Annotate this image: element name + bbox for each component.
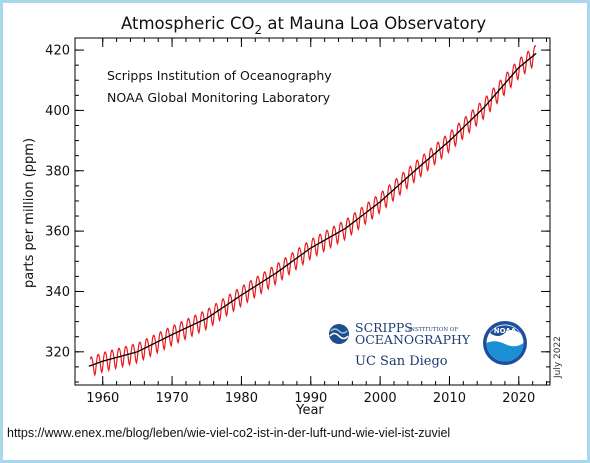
y-tick-label: 340 [45,285,70,300]
co2-chart: Atmospheric CO2 at Mauna Loa Observatory… [22,14,563,418]
annotation-scripps: Scripps Institution of Oceanography [107,68,332,83]
y-axis-label: parts per million (ppm) [22,138,37,288]
y-tick-label: 380 [45,164,70,179]
source-url[interactable]: https://www.enex.me/blog/leben/wie-viel-… [7,426,451,440]
noaa-wordmark: NOAA [494,327,517,335]
scripps-small: INSTITUTION OF [408,327,458,333]
date-stamp: July 2022 [553,336,563,379]
x-tick-label: 2010 [433,391,466,406]
y-tick-label: 420 [45,44,70,59]
x-tick-label: 2000 [364,391,397,406]
y-tick-label: 320 [45,345,70,360]
x-axis-label: Year [295,403,324,418]
axis-ticks [75,38,550,385]
y-tick-label: 400 [45,104,70,119]
y-tick-labels: 320 340 360 380 400 420 [45,44,70,361]
scripps-emblem-icon [329,324,349,344]
annotation-noaa: NOAA Global Monitoring Laboratory [107,90,331,105]
scripps-line1: SCRIPPS [355,320,413,335]
x-tick-label: 2020 [502,391,535,406]
x-tick-label: 1990 [294,391,327,406]
x-tick-labels: 1960 1970 1980 1990 2000 2010 2020 [86,391,535,406]
y-tick-label: 360 [45,225,70,240]
scripps-logo: SCRIPPS INSTITUTION OF OCEANOGRAPHY UC S… [329,320,471,369]
ucsd-wordmark: UC San Diego [355,354,448,369]
scripps-line2: OCEANOGRAPHY [355,332,471,347]
x-tick-label: 1960 [86,391,119,406]
noaa-logo-icon: NOAA [483,321,527,365]
series-trend [88,52,537,367]
chart-title: Atmospheric CO2 at Mauna Loa Observatory [121,14,486,37]
x-tick-label: 1970 [156,391,189,406]
series-monthly-mean [89,44,537,377]
x-tick-label: 1980 [225,391,258,406]
plot-area [74,37,551,386]
